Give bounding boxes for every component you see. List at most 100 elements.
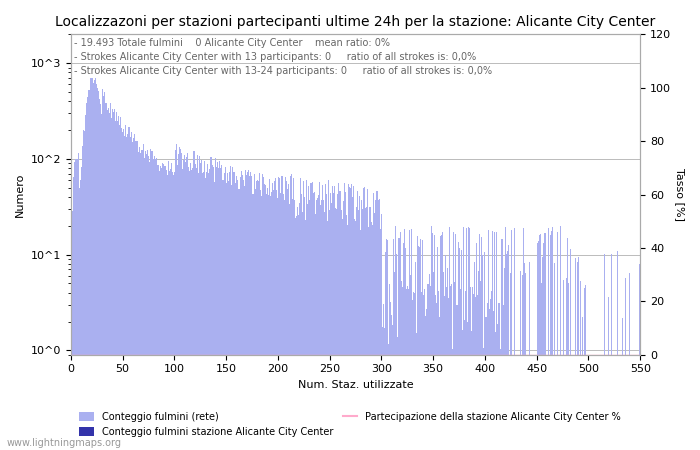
- Bar: [78, 188, 80, 450]
- Bar: [138, 152, 139, 450]
- Bar: [99, 99, 100, 450]
- Bar: [301, 194, 302, 450]
- Bar: [541, 283, 542, 450]
- Bar: [82, 146, 83, 450]
- Bar: [110, 103, 111, 450]
- Bar: [465, 291, 466, 450]
- Bar: [478, 271, 480, 450]
- Bar: [524, 263, 525, 450]
- Bar: [448, 297, 449, 450]
- Bar: [209, 169, 210, 450]
- Bar: [264, 184, 265, 450]
- Bar: [340, 210, 342, 450]
- Bar: [86, 103, 87, 450]
- Bar: [361, 200, 363, 450]
- Bar: [388, 344, 389, 450]
- Bar: [491, 231, 493, 450]
- Bar: [195, 168, 197, 450]
- Bar: [74, 162, 76, 450]
- Bar: [505, 227, 506, 450]
- Bar: [458, 248, 460, 450]
- Bar: [274, 181, 275, 450]
- Bar: [580, 281, 581, 450]
- Bar: [181, 153, 182, 450]
- Bar: [348, 184, 349, 450]
- Bar: [316, 198, 318, 450]
- Bar: [92, 78, 93, 450]
- Bar: [570, 249, 571, 450]
- Bar: [441, 235, 442, 450]
- Bar: [472, 287, 473, 450]
- Bar: [146, 154, 147, 450]
- Bar: [261, 196, 262, 450]
- Bar: [428, 274, 430, 450]
- Bar: [368, 227, 370, 450]
- Bar: [337, 194, 338, 450]
- Bar: [271, 193, 272, 450]
- Bar: [475, 297, 476, 450]
- Bar: [442, 232, 443, 450]
- Bar: [307, 204, 309, 450]
- Bar: [177, 165, 178, 450]
- Bar: [420, 239, 421, 450]
- Bar: [525, 273, 526, 450]
- Bar: [482, 256, 484, 450]
- Bar: [191, 170, 193, 450]
- Bar: [158, 165, 160, 450]
- Bar: [419, 247, 420, 450]
- Bar: [391, 315, 392, 450]
- Bar: [396, 254, 398, 450]
- Bar: [409, 230, 410, 450]
- Bar: [332, 186, 333, 450]
- Bar: [260, 190, 261, 450]
- Bar: [352, 197, 353, 450]
- Bar: [422, 240, 423, 450]
- Bar: [447, 268, 448, 450]
- Bar: [123, 129, 124, 450]
- Bar: [160, 166, 162, 450]
- Bar: [284, 201, 285, 450]
- Bar: [539, 235, 540, 450]
- Bar: [629, 273, 631, 450]
- Bar: [480, 281, 482, 450]
- Bar: [132, 143, 134, 450]
- Bar: [577, 261, 578, 450]
- Bar: [445, 255, 446, 450]
- Bar: [134, 134, 136, 450]
- Bar: [266, 194, 267, 450]
- Bar: [444, 297, 445, 450]
- Bar: [435, 295, 436, 450]
- Bar: [295, 218, 296, 450]
- Bar: [211, 157, 212, 450]
- Bar: [421, 292, 422, 450]
- Bar: [408, 289, 409, 450]
- Bar: [249, 176, 251, 450]
- Bar: [76, 159, 78, 450]
- Bar: [326, 194, 327, 450]
- Bar: [357, 191, 358, 450]
- Bar: [551, 231, 552, 450]
- Bar: [473, 294, 474, 450]
- Bar: [83, 130, 84, 450]
- Bar: [285, 177, 286, 450]
- Bar: [71, 220, 72, 450]
- Bar: [582, 317, 583, 450]
- Bar: [96, 84, 97, 450]
- Bar: [452, 349, 454, 450]
- Bar: [87, 97, 88, 450]
- Bar: [149, 162, 150, 450]
- Bar: [377, 191, 378, 450]
- Bar: [229, 172, 230, 450]
- Bar: [136, 141, 138, 450]
- Bar: [324, 212, 325, 450]
- Bar: [413, 292, 414, 450]
- Bar: [139, 153, 141, 450]
- Bar: [363, 188, 364, 450]
- Bar: [173, 175, 174, 450]
- Bar: [494, 232, 495, 450]
- Bar: [148, 156, 149, 450]
- Bar: [417, 236, 418, 450]
- Bar: [232, 166, 233, 450]
- Bar: [381, 214, 382, 450]
- Bar: [128, 127, 130, 450]
